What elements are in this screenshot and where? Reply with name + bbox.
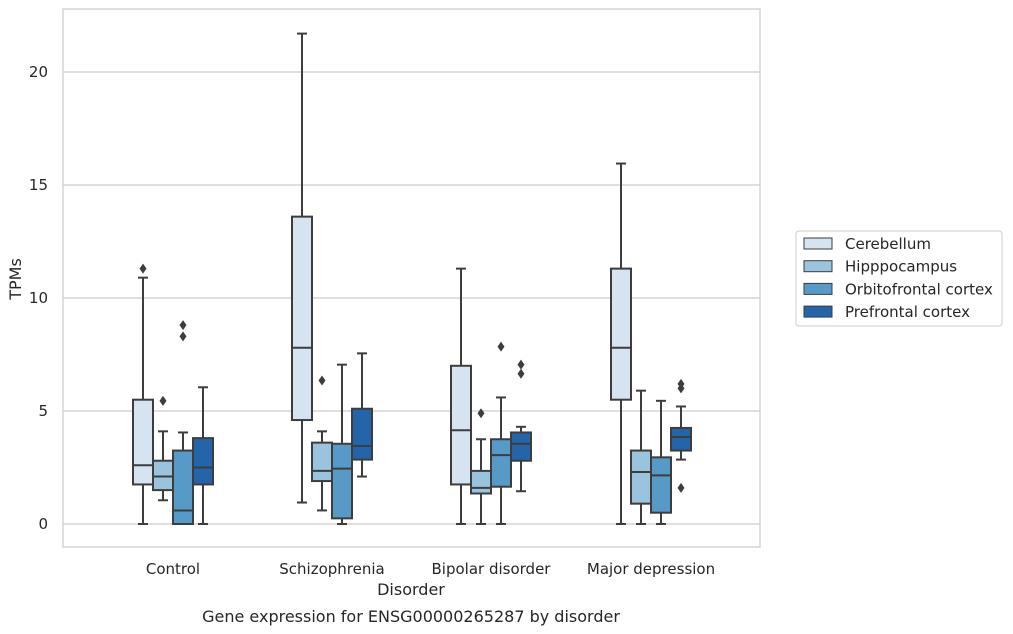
boxes [132, 32, 692, 525]
box-group [331, 363, 353, 525]
box-body [670, 426, 692, 452]
x-tick-labels: Control Schizophrenia Bipolar disorder Majo… [146, 560, 715, 578]
box-group [610, 162, 632, 525]
plot-frame [62, 8, 761, 548]
outlier-point [179, 320, 187, 331]
legend-swatch [803, 305, 833, 318]
chart-caption: Gene expression for ENSG00000265287 by d… [202, 607, 620, 626]
outlier-point [677, 482, 685, 493]
legend: Cerebellum Hipppocampus Orbitofrontal cort… [795, 230, 1003, 327]
box-body [510, 431, 532, 462]
outlier-point [497, 341, 505, 352]
box-body [630, 449, 652, 505]
box-group [192, 386, 214, 525]
outlier-point [318, 375, 326, 386]
legend-label: Prefrontal cortex [845, 303, 970, 321]
box-group [510, 359, 532, 493]
box-body [172, 449, 194, 525]
outlier-point [517, 368, 525, 379]
box-group [650, 399, 672, 525]
box-group [450, 267, 472, 525]
x-tick-label: Bipolar disorder [432, 560, 552, 578]
box-group [630, 389, 652, 525]
y-tick-label: 0 [38, 515, 48, 533]
legend-swatch [803, 260, 833, 273]
legend-entries: Cerebellum Hipppocampus Orbitofrontal cort… [803, 235, 993, 321]
legend-swatch [803, 282, 833, 295]
box-body [450, 364, 472, 486]
x-tick-label: Control [146, 560, 200, 578]
box-body [132, 398, 154, 486]
box-body [291, 215, 313, 422]
box-body [610, 267, 632, 401]
y-tick-labels: 0 5 10 15 20 [29, 63, 48, 533]
box-body [192, 437, 214, 486]
outlier-point [179, 331, 187, 342]
box-body [490, 438, 512, 488]
y-axis-label: TPMs [6, 258, 25, 301]
outlier-point [517, 359, 525, 370]
box-group [351, 352, 373, 478]
legend-frame [795, 230, 1003, 327]
box-group [311, 375, 333, 512]
x-tick-label: Major depression [587, 560, 715, 578]
box-group [291, 32, 313, 504]
outlier-point [159, 395, 167, 406]
legend-label: Hipppocampus [845, 258, 957, 276]
y-tick-label: 10 [29, 289, 48, 307]
y-tick-label: 20 [29, 63, 48, 81]
box-group [670, 378, 692, 493]
box-group [172, 320, 194, 525]
legend-label: Cerebellum [845, 235, 931, 253]
box-body [351, 407, 373, 461]
box-group [470, 408, 492, 525]
box-group [490, 341, 512, 525]
box-body [311, 441, 333, 483]
legend-swatch [803, 237, 833, 250]
box-body [331, 442, 353, 520]
box-group [152, 395, 174, 502]
x-tick-label: Schizophrenia [279, 560, 384, 578]
y-tick-label: 15 [29, 176, 48, 194]
box-body [470, 469, 492, 495]
box-body [152, 459, 174, 492]
outlier-point [477, 408, 485, 419]
x-axis-label: Disorder [377, 580, 445, 599]
outlier-point [677, 378, 685, 389]
box-body [650, 456, 672, 514]
outlier-point [139, 263, 147, 274]
box-group [132, 263, 154, 525]
legend-label: Orbitofrontal cortex [845, 280, 993, 298]
y-tick-label: 5 [38, 402, 48, 420]
